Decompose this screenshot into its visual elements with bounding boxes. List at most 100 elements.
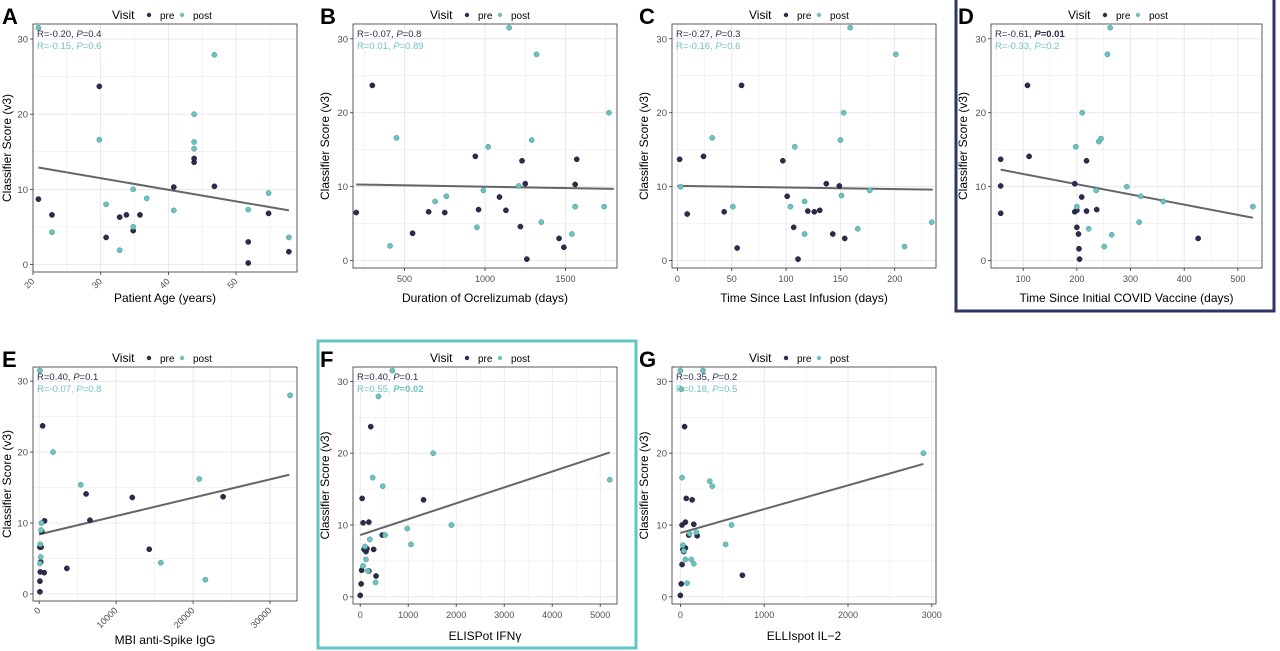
x-tick-label: 20000 xyxy=(172,605,197,630)
panel-c-ticks: 0 10 20 30 0 50 100 150 200 xyxy=(656,34,902,284)
point-post xyxy=(130,186,137,193)
point-post xyxy=(116,247,123,254)
point-pre xyxy=(997,156,1004,163)
point-pre xyxy=(700,153,707,160)
point-post xyxy=(1160,198,1167,205)
panel-f-stats: R=0.40, P=0.1R=0.55, P=0.02 xyxy=(357,372,424,395)
point-post xyxy=(801,198,808,205)
panel-e-letter: E xyxy=(2,347,17,372)
panel-e-stats: R=0.40, P=0.1R=-0.07, P=0.8 xyxy=(37,372,101,395)
point-post xyxy=(677,367,684,374)
panel-e: E Visit pre post 0 10 20 30 0 10000 20000 30000 MBI … xyxy=(0,347,298,647)
x-tick-label: 0 xyxy=(32,605,43,616)
panel-e-border xyxy=(32,366,298,602)
point-pre xyxy=(41,569,48,576)
point-post xyxy=(50,449,56,455)
point-post xyxy=(202,576,209,583)
panel-c: C Visit pre post 0 10 20 30 0 50 100 150 200 Time Sin… xyxy=(637,4,937,305)
x-tick-label: 200 xyxy=(887,274,902,284)
panel-e-y-axis-label: Classifier Score (v3) xyxy=(0,430,14,538)
point-post xyxy=(920,450,927,457)
panel-g-plot-area xyxy=(672,367,936,604)
point-post xyxy=(838,192,845,199)
point-post xyxy=(787,203,794,210)
x-tick-label: 1000 xyxy=(475,274,495,284)
y-tick-label: 10 xyxy=(337,521,348,532)
stat-pre: R=-0.61, P=0.01 xyxy=(995,29,1065,40)
legend-pre-marker xyxy=(783,12,789,18)
legend-pre-marker xyxy=(783,355,789,361)
point-post xyxy=(866,187,873,194)
panel-c-series-pre xyxy=(676,82,848,262)
point-pre xyxy=(360,519,366,526)
panel-b-ticks: 0 10 20 30 500 1000 1500 xyxy=(337,34,575,284)
panel-f-highlight-frame xyxy=(316,339,638,650)
legend-post-label: post xyxy=(1149,11,1168,22)
panel-a-y-axis-label: Classifier Score (v3) xyxy=(0,94,14,202)
point-pre xyxy=(472,153,479,160)
panel-e-plot-area xyxy=(33,367,297,601)
point-post xyxy=(389,367,396,374)
point-post xyxy=(96,136,103,143)
panel-g-legend: Visit pre post xyxy=(749,351,849,365)
point-post xyxy=(1093,187,1100,194)
y-tick-label: 20 xyxy=(17,448,28,459)
point-post xyxy=(157,559,164,566)
panel-a-letter: A xyxy=(2,4,18,29)
panel-a-legend: Visit pre post xyxy=(112,8,212,22)
point-pre xyxy=(572,181,578,188)
point-pre xyxy=(1071,180,1078,187)
point-pre xyxy=(96,83,103,90)
point-pre xyxy=(49,212,55,218)
point-post xyxy=(892,51,899,58)
point-post xyxy=(372,579,379,586)
panel-d-legend: Visit pre post xyxy=(1068,8,1168,22)
point-post xyxy=(38,527,44,533)
point-post xyxy=(729,203,736,210)
x-tick-label: 50 xyxy=(225,276,239,290)
point-pre xyxy=(573,156,580,163)
point-post xyxy=(430,450,437,457)
point-pre xyxy=(1076,256,1083,262)
point-post xyxy=(103,201,109,208)
point-pre xyxy=(1076,245,1082,252)
panel-g-y-axis-label: Classifier Score (v3) xyxy=(637,431,651,539)
legend-title: Visit xyxy=(112,8,135,22)
point-pre xyxy=(503,207,509,214)
y-tick-label: 20 xyxy=(337,449,348,460)
point-post xyxy=(382,532,389,538)
point-pre xyxy=(556,235,562,242)
point-pre xyxy=(1093,206,1100,213)
point-pre xyxy=(804,208,811,214)
point-post xyxy=(677,183,684,190)
point-post xyxy=(286,234,292,241)
legend-pre-label: pre xyxy=(1116,11,1131,22)
x-tick-label: 0 xyxy=(678,610,683,620)
stat-pre: R=-0.20, P=0.4 xyxy=(37,29,101,40)
point-post xyxy=(77,481,84,488)
point-pre xyxy=(191,155,197,162)
point-pre xyxy=(211,183,218,190)
panel-c-x-axis-label: Time Since Last Infusion (days) xyxy=(720,291,888,305)
point-pre xyxy=(684,211,691,217)
panel-b-legend: Visit pre post xyxy=(430,8,530,22)
point-pre xyxy=(690,521,697,528)
legend-pre-label: pre xyxy=(160,11,175,22)
point-post xyxy=(379,483,386,490)
x-tick-label: 40 xyxy=(158,276,172,290)
point-pre xyxy=(245,239,252,245)
panel-b-stats: R=-0.07, P=0.8R=0.01, P=0.89 xyxy=(357,29,424,52)
point-pre xyxy=(265,210,272,217)
point-post xyxy=(709,135,716,141)
panel-a-series-post xyxy=(35,24,292,254)
point-post xyxy=(387,242,393,249)
point-post xyxy=(365,568,371,574)
point-post xyxy=(191,111,197,118)
panel-f-grid xyxy=(353,367,617,604)
x-tick-label: 20 xyxy=(22,276,36,290)
panel-d-border xyxy=(990,23,1263,269)
point-pre xyxy=(353,209,360,216)
y-tick-label: 0 xyxy=(343,592,348,603)
point-post xyxy=(1079,109,1086,116)
point-pre xyxy=(676,156,683,163)
